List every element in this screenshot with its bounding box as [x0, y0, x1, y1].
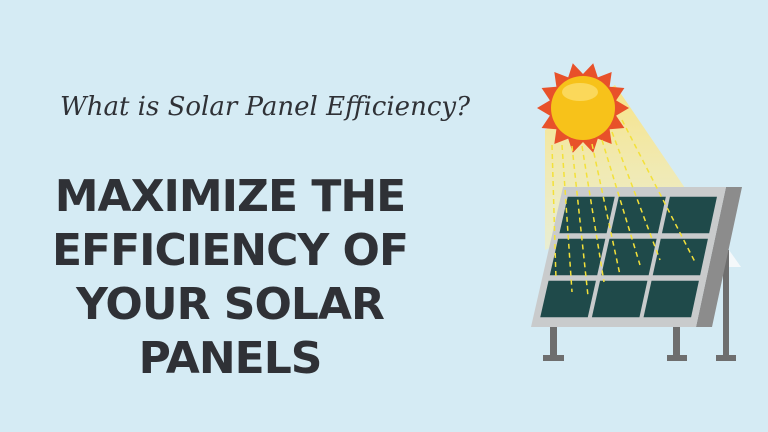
headline-line: MAXIMIZE THE — [54, 171, 406, 222]
solar-cell — [652, 238, 708, 276]
solar-cell — [591, 280, 648, 318]
headline-line: PANELS — [138, 333, 323, 384]
solar-cell — [601, 238, 657, 276]
sun-ray — [581, 145, 605, 283]
sun-ray — [611, 131, 661, 261]
headline: MAXIMIZE THE EFFICIENCY OF YOUR SOLAR PA… — [20, 170, 440, 386]
sun-icon — [537, 63, 629, 153]
solar-panel-icon — [531, 119, 742, 327]
subtitle: What is Solar Panel Efficiency? — [59, 92, 471, 122]
headline-line: EFFICIENCY OF — [51, 225, 409, 276]
headline-line: YOUR SOLAR — [76, 279, 385, 330]
solar-cell — [540, 280, 596, 318]
sun-ray — [601, 139, 641, 266]
sun-ray — [561, 144, 573, 293]
sun-ray — [571, 145, 589, 297]
panel-stand-icon — [543, 250, 741, 361]
solar-cell — [643, 280, 699, 318]
solar-cell — [559, 196, 615, 234]
solar-cell — [549, 238, 606, 276]
solar-cell — [610, 196, 666, 234]
solar-cell — [661, 196, 717, 234]
sun-ray — [591, 143, 621, 276]
sun-ray — [551, 144, 557, 281]
